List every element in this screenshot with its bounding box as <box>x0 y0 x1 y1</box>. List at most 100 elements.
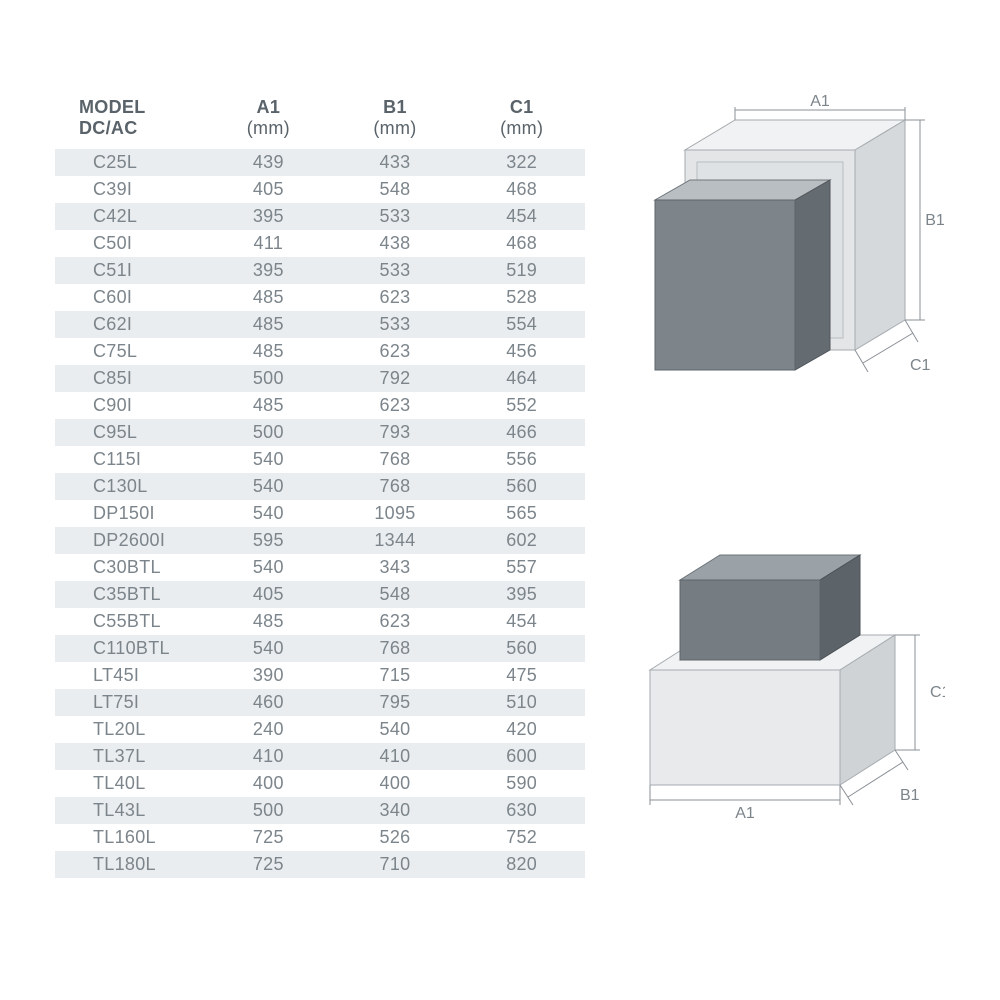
cell-b1: 533 <box>332 311 459 338</box>
cell-c1: 602 <box>458 527 585 554</box>
cell-a1: 485 <box>205 311 332 338</box>
cell-b1: 792 <box>332 365 459 392</box>
table-row: C35BTL405548395 <box>55 581 585 608</box>
cell-b1: 433 <box>332 149 459 176</box>
cell-model: C39I <box>55 176 205 203</box>
cell-a1: 405 <box>205 176 332 203</box>
cell-model: C55BTL <box>55 608 205 635</box>
cell-model: TL37L <box>55 743 205 770</box>
table-row: C110BTL540768560 <box>55 635 585 662</box>
cell-c1: 560 <box>458 635 585 662</box>
table-row: C30BTL540343557 <box>55 554 585 581</box>
cell-c1: 510 <box>458 689 585 716</box>
cell-c1: 552 <box>458 392 585 419</box>
cell-c1: 454 <box>458 203 585 230</box>
cell-c1: 395 <box>458 581 585 608</box>
cell-b1: 1095 <box>332 500 459 527</box>
model-line1: MODEL <box>79 97 146 117</box>
cell-b1: 623 <box>332 608 459 635</box>
cell-b1: 795 <box>332 689 459 716</box>
cell-c1: 557 <box>458 554 585 581</box>
cell-b1: 540 <box>332 716 459 743</box>
table-row: C42L395533454 <box>55 203 585 230</box>
cell-c1: 820 <box>458 851 585 878</box>
diagram1-label-b1: B1 <box>925 212 945 229</box>
diagram1-label-a1: A1 <box>810 95 830 110</box>
cell-model: TL160L <box>55 824 205 851</box>
col-header-c1: C1 (mm) <box>458 95 585 149</box>
cell-c1: 456 <box>458 338 585 365</box>
cell-c1: 590 <box>458 770 585 797</box>
cell-model: C60I <box>55 284 205 311</box>
diagram-top-load: A1 B1 C1 <box>625 525 945 825</box>
cell-b1: 438 <box>332 230 459 257</box>
table-row: C85I500792464 <box>55 365 585 392</box>
cell-a1: 725 <box>205 851 332 878</box>
diagram1-label-c1: C1 <box>910 357 931 374</box>
table-row: LT75I460795510 <box>55 689 585 716</box>
cell-c1: 560 <box>458 473 585 500</box>
cell-model: C30BTL <box>55 554 205 581</box>
table-row: TL180L725710820 <box>55 851 585 878</box>
cell-b1: 623 <box>332 284 459 311</box>
cell-a1: 410 <box>205 743 332 770</box>
table-row: C115I540768556 <box>55 446 585 473</box>
cell-a1: 500 <box>205 797 332 824</box>
cell-model: C42L <box>55 203 205 230</box>
col-header-b1: B1 (mm) <box>332 95 459 149</box>
cell-model: DP150I <box>55 500 205 527</box>
cell-b1: 623 <box>332 338 459 365</box>
cell-a1: 240 <box>205 716 332 743</box>
diagram2-label-b1: B1 <box>900 787 920 804</box>
cell-model: TL40L <box>55 770 205 797</box>
col-header-a1: A1 (mm) <box>205 95 332 149</box>
table-row: TL20L240540420 <box>55 716 585 743</box>
cell-c1: 464 <box>458 365 585 392</box>
table-row: C60I485623528 <box>55 284 585 311</box>
cell-c1: 528 <box>458 284 585 311</box>
model-line2: DC/AC <box>79 118 138 138</box>
col-header-model: MODEL DC/AC <box>55 95 205 149</box>
cell-model: TL20L <box>55 716 205 743</box>
table-row: C50I411438468 <box>55 230 585 257</box>
cell-a1: 485 <box>205 284 332 311</box>
cell-model: TL180L <box>55 851 205 878</box>
cell-model: LT45I <box>55 662 205 689</box>
cell-c1: 554 <box>458 311 585 338</box>
cell-a1: 725 <box>205 824 332 851</box>
cell-model: C62I <box>55 311 205 338</box>
cell-c1: 600 <box>458 743 585 770</box>
cell-c1: 630 <box>458 797 585 824</box>
cell-model: C90I <box>55 392 205 419</box>
cell-c1: 468 <box>458 176 585 203</box>
table-row: C51I395533519 <box>55 257 585 284</box>
cell-a1: 500 <box>205 419 332 446</box>
table-row: C130L540768560 <box>55 473 585 500</box>
cell-a1: 395 <box>205 257 332 284</box>
table-row: TL160L725526752 <box>55 824 585 851</box>
cell-a1: 485 <box>205 392 332 419</box>
cell-a1: 540 <box>205 554 332 581</box>
diagram-front-load: A1 B1 C1 <box>625 95 945 415</box>
cell-b1: 768 <box>332 446 459 473</box>
table-row: TL37L410410600 <box>55 743 585 770</box>
cell-b1: 533 <box>332 257 459 284</box>
cell-b1: 768 <box>332 635 459 662</box>
diagram2-label-c1: C1 <box>930 684 945 701</box>
cell-model: C115I <box>55 446 205 473</box>
table-row: DP2600I5951344602 <box>55 527 585 554</box>
cell-a1: 405 <box>205 581 332 608</box>
cell-a1: 485 <box>205 338 332 365</box>
cell-model: C25L <box>55 149 205 176</box>
table-row: C25L439433322 <box>55 149 585 176</box>
cell-b1: 1344 <box>332 527 459 554</box>
cell-model: C51I <box>55 257 205 284</box>
table-row: DP150I5401095565 <box>55 500 585 527</box>
cell-b1: 548 <box>332 176 459 203</box>
cell-b1: 533 <box>332 203 459 230</box>
cell-model: DP2600I <box>55 527 205 554</box>
cell-model: C50I <box>55 230 205 257</box>
cell-b1: 710 <box>332 851 459 878</box>
cell-model: TL43L <box>55 797 205 824</box>
table-row: C39I405548468 <box>55 176 585 203</box>
